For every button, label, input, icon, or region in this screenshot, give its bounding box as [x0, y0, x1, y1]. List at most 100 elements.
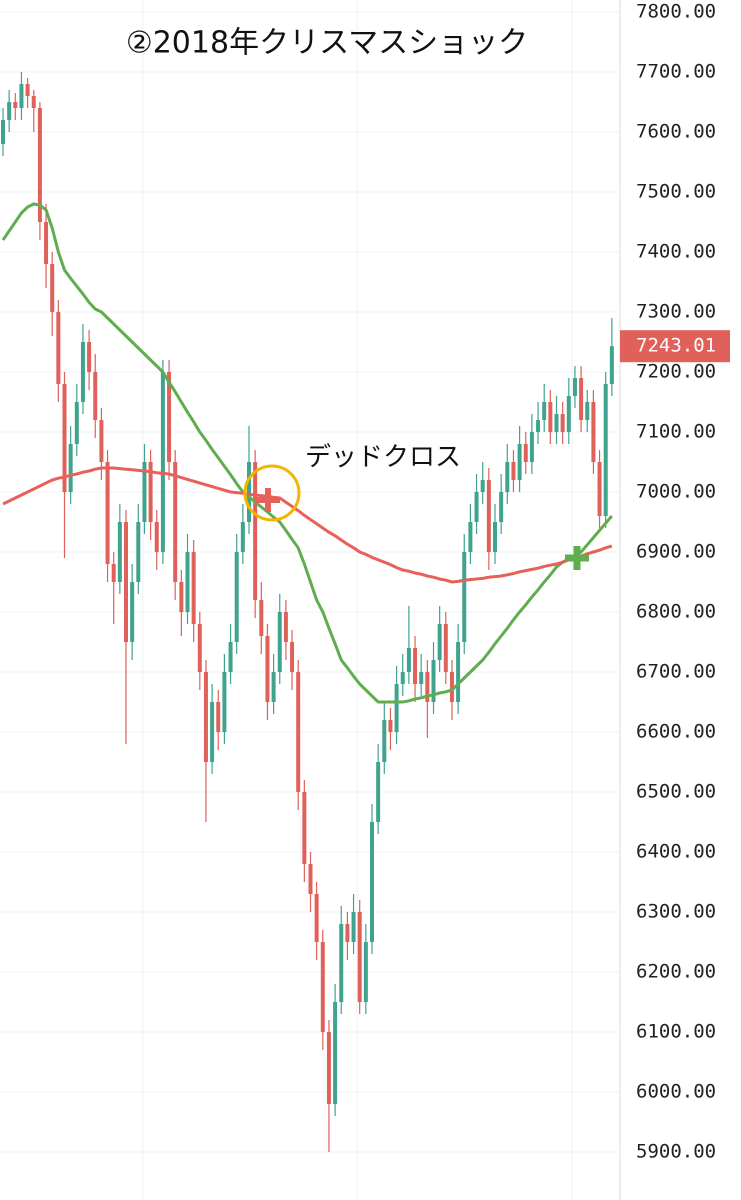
candle-body: [62, 384, 67, 492]
y-tick-label: 7200.00: [636, 361, 716, 383]
candle-body: [271, 672, 276, 702]
candle-body: [437, 624, 442, 660]
y-tick-label: 6800.00: [636, 601, 716, 623]
dead-cross-marker: [256, 488, 280, 512]
moving-averages: [1, 202, 613, 704]
candle-body: [167, 372, 172, 462]
candle-body: [603, 384, 608, 516]
candle-body: [19, 84, 24, 108]
y-tick-label: 6900.00: [636, 541, 716, 563]
candle-body: [87, 342, 92, 372]
candle-body: [394, 684, 399, 732]
candle-body: [130, 582, 135, 642]
candle-body: [105, 462, 110, 564]
candle-body: [56, 312, 61, 384]
candle-body: [142, 462, 147, 522]
candle-body: [228, 642, 233, 672]
annotation: デッドクロス: [305, 443, 461, 473]
candle-body: [419, 672, 424, 684]
candle-body: [222, 672, 227, 732]
candle-body: [37, 108, 42, 222]
candle-body: [468, 522, 473, 552]
candle-body: [154, 522, 159, 552]
y-tick-label: 6400.00: [636, 841, 716, 863]
candle-body: [265, 636, 270, 702]
candle-body: [406, 648, 411, 672]
candle-body: [326, 1032, 331, 1104]
candle-body: [74, 402, 79, 444]
y-tick-label: 7300.00: [636, 301, 716, 323]
candle-body: [370, 822, 374, 942]
candle-body: [185, 552, 190, 612]
candle-body: [25, 84, 30, 96]
candle-body: [68, 444, 73, 492]
candle-body: [290, 642, 295, 672]
candle-body: [413, 648, 418, 684]
candle-body: [13, 102, 18, 108]
grid: [0, 11, 620, 1153]
last-price-label: 7243.01: [636, 335, 716, 357]
candle-body: [523, 444, 528, 462]
candle-body: [443, 624, 448, 672]
y-tick-label: 7100.00: [636, 421, 716, 443]
candle-body: [357, 912, 362, 1002]
y-tick-label: 6100.00: [636, 1021, 716, 1043]
y-tick-label: 7000.00: [636, 481, 716, 503]
y-tick-label: 6600.00: [636, 721, 716, 743]
golden-cross-marker: [565, 546, 589, 570]
candle-body: [542, 402, 547, 420]
price-axis: 5900.00 6000.00 6100.00 6200.00 6300.00 6400.…: [620, 1, 730, 1163]
candle-body: [259, 600, 264, 636]
moving-average-line: [2, 466, 613, 584]
y-tick-label: 6200.00: [636, 961, 716, 983]
candle-body: [609, 346, 614, 384]
candle-body: [203, 672, 208, 762]
candle-body: [93, 372, 98, 420]
candle-body: [339, 924, 344, 1002]
candle-body: [462, 552, 467, 642]
candle-body: [308, 864, 313, 894]
candle-body: [31, 96, 36, 108]
y-tick-label: 6500.00: [636, 781, 716, 803]
chart-title: ②2018年クリスマスショック: [126, 26, 528, 61]
candle-body: [591, 402, 596, 462]
candle-body: [216, 702, 221, 732]
candle-body: [456, 642, 461, 702]
y-tick-label: 7600.00: [636, 121, 716, 143]
candle-body: [1, 120, 5, 144]
candle-body: [351, 912, 356, 942]
candle-body: [80, 342, 85, 402]
candle-body: [283, 612, 288, 642]
candle-body: [493, 522, 497, 552]
y-tick-label: 7500.00: [636, 181, 716, 203]
candle-body: [499, 492, 504, 522]
candle-body: [302, 792, 307, 864]
candle-body: [173, 462, 178, 582]
candle-body: [253, 462, 258, 600]
candle-body: [197, 624, 202, 672]
candle-body: [363, 942, 368, 1002]
candle-body: [191, 552, 196, 624]
candle-body: [597, 462, 602, 516]
y-tick-label: 7400.00: [636, 241, 716, 263]
candle-body: [511, 462, 516, 480]
candle-body: [529, 432, 534, 462]
candle-body: [111, 564, 116, 582]
candles: [1, 72, 614, 1152]
candle-body: [296, 672, 301, 792]
candle-body: [148, 462, 153, 522]
candle-body: [320, 942, 325, 1032]
candle-body: [247, 462, 251, 522]
candle-body: [579, 378, 584, 420]
candle-body: [572, 378, 577, 396]
candle-body: [44, 222, 49, 264]
y-tick-label: 7800.00: [636, 1, 716, 23]
candle-body: [345, 924, 350, 942]
candle-body: [382, 720, 387, 762]
candle-body: [7, 102, 12, 120]
moving-average-line: [1, 202, 613, 704]
candle-body: [431, 660, 436, 702]
dead-cross-circle: [243, 464, 301, 522]
